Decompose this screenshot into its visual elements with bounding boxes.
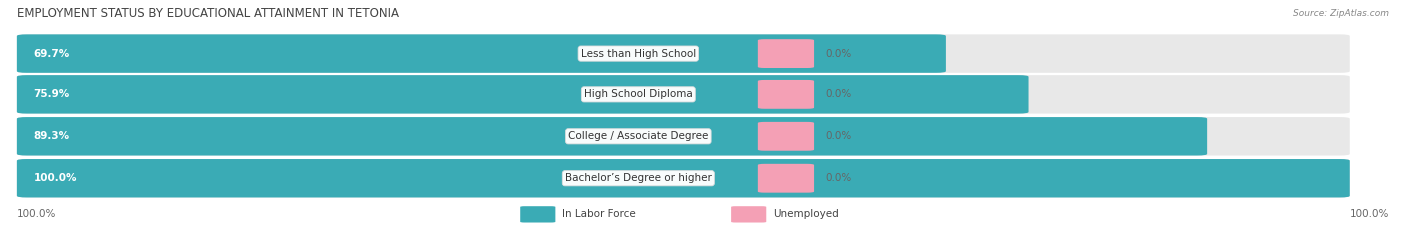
FancyBboxPatch shape xyxy=(17,117,1350,156)
Text: 100.0%: 100.0% xyxy=(1350,209,1389,219)
FancyBboxPatch shape xyxy=(17,34,1350,73)
Text: Less than High School: Less than High School xyxy=(581,49,696,58)
Text: 0.0%: 0.0% xyxy=(825,49,852,58)
Text: 100.0%: 100.0% xyxy=(34,173,77,183)
FancyBboxPatch shape xyxy=(17,75,1350,114)
Text: 89.3%: 89.3% xyxy=(34,131,70,141)
Text: High School Diploma: High School Diploma xyxy=(583,89,693,99)
Text: In Labor Force: In Labor Force xyxy=(562,209,636,219)
FancyBboxPatch shape xyxy=(758,39,814,68)
Text: 0.0%: 0.0% xyxy=(825,89,852,99)
FancyBboxPatch shape xyxy=(520,206,555,223)
Text: 0.0%: 0.0% xyxy=(825,131,852,141)
Text: EMPLOYMENT STATUS BY EDUCATIONAL ATTAINMENT IN TETONIA: EMPLOYMENT STATUS BY EDUCATIONAL ATTAINM… xyxy=(17,7,399,21)
FancyBboxPatch shape xyxy=(17,159,1350,198)
FancyBboxPatch shape xyxy=(758,80,814,109)
Text: Source: ZipAtlas.com: Source: ZipAtlas.com xyxy=(1294,10,1389,18)
Text: Unemployed: Unemployed xyxy=(773,209,839,219)
Text: 100.0%: 100.0% xyxy=(17,209,56,219)
FancyBboxPatch shape xyxy=(731,206,766,223)
FancyBboxPatch shape xyxy=(17,34,946,73)
Text: Bachelor’s Degree or higher: Bachelor’s Degree or higher xyxy=(565,173,711,183)
Text: 0.0%: 0.0% xyxy=(825,173,852,183)
FancyBboxPatch shape xyxy=(758,122,814,151)
Text: College / Associate Degree: College / Associate Degree xyxy=(568,131,709,141)
FancyBboxPatch shape xyxy=(17,117,1208,156)
FancyBboxPatch shape xyxy=(758,164,814,193)
Text: 69.7%: 69.7% xyxy=(34,49,70,58)
Text: 75.9%: 75.9% xyxy=(34,89,70,99)
FancyBboxPatch shape xyxy=(17,159,1350,198)
FancyBboxPatch shape xyxy=(17,75,1029,114)
